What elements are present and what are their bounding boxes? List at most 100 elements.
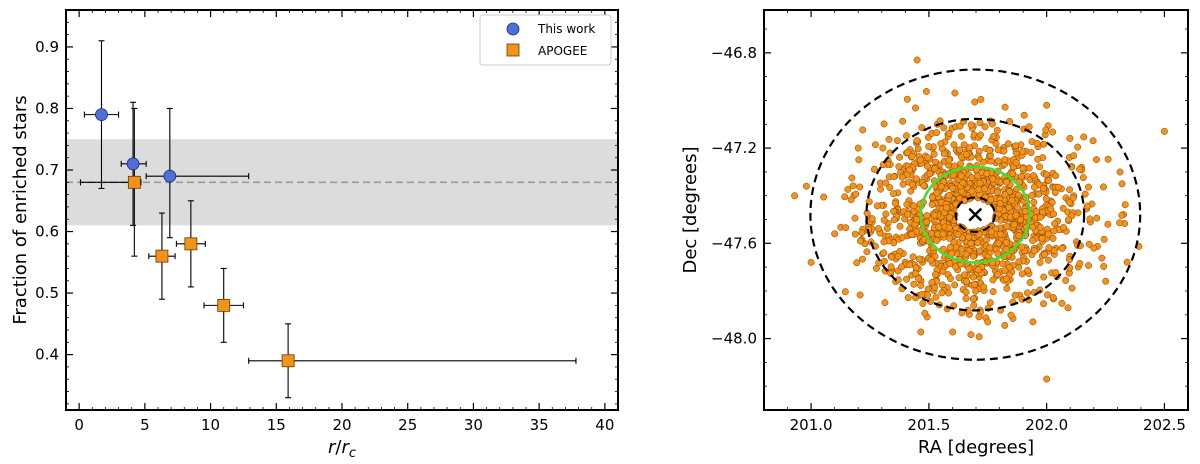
right-plot-frame [763,9,1189,411]
star-point [945,156,953,164]
star-point [967,331,975,339]
star-point [849,182,857,190]
left-y-axis-label: Fraction of enriched stars [10,95,31,324]
star-point [1029,318,1037,326]
star-point [841,193,849,201]
star-point [1047,205,1055,213]
star-point [913,175,920,183]
star-point [1030,198,1038,206]
star-point [909,253,917,261]
star-point [987,196,995,204]
star-point [1044,230,1052,238]
star-point [893,137,901,145]
star-point [848,174,856,182]
star-point [1006,118,1014,125]
star-point [989,288,997,296]
star-point [898,234,906,241]
star-point-outlier [802,182,810,190]
star-point [1032,208,1040,215]
star-point [1028,192,1036,199]
star-point [1080,133,1088,141]
star-point [1040,140,1048,148]
star-point [1058,299,1066,307]
star-point [930,150,938,158]
right-x-tick-label: 201.5 [907,416,950,434]
star-point [1030,183,1038,191]
star-point [923,162,931,170]
legend-label-apogee: APOGEE [538,44,587,58]
star-point [880,120,888,128]
star-point [1042,195,1050,203]
star-point [1070,152,1078,160]
star-point [859,126,867,134]
star-point [885,135,893,143]
legend-marker-apogee [506,43,520,57]
star-point [856,291,864,299]
star-point [951,281,959,289]
star-point [851,214,859,222]
star-point [949,328,957,336]
left-plot-frame [65,9,619,411]
star-point [908,152,916,160]
star-point [914,145,922,153]
star-point [903,201,911,208]
star-point [912,104,919,112]
star-point [1049,294,1057,301]
star-point [999,260,1007,268]
star-point [1100,235,1108,243]
star-point-outlier [831,230,839,238]
star-point [886,149,894,157]
star-point [912,264,920,272]
star-point [926,170,934,178]
star-point [1081,190,1089,198]
star-point [1079,174,1087,182]
star-point [1030,247,1038,255]
star-point [955,274,963,282]
star-point [1123,258,1131,266]
star-point [868,215,876,223]
star-point [1064,216,1072,224]
star-point [1018,243,1026,251]
star-point [1008,196,1016,204]
star-point [1012,159,1020,167]
star-point [1050,247,1058,255]
star-point [972,287,979,295]
star-point [1000,147,1008,155]
star-point-outlier [1090,244,1098,252]
star-point [890,173,898,181]
star-point [969,295,977,303]
star-point [947,275,954,282]
star-point [1086,215,1094,223]
star-point [919,300,927,308]
star-point [967,239,975,247]
star-point [969,273,977,281]
star-point [882,179,890,187]
star-point [915,275,923,283]
star-point [1012,142,1020,150]
left-x-tick-label: 0 [74,416,84,434]
star-point [1002,239,1010,247]
star-point [921,309,929,317]
left-x-tick-label: 10 [201,416,220,434]
star-point [933,129,941,137]
star-point [994,146,1002,154]
star-point [879,144,887,152]
star-point [990,132,997,140]
star-point [1020,111,1028,119]
star-point [976,179,984,187]
star-point [1001,191,1009,199]
star-point [1001,103,1009,111]
right-y-tick-label: −47.6 [711,234,757,252]
star-point [1034,155,1042,163]
star-point [898,173,906,181]
star-point [851,230,859,238]
star-point [945,224,953,232]
point-apogee [184,237,198,251]
star-point [984,318,992,326]
star-point [896,153,904,161]
left-x-tick-label: 25 [398,416,417,434]
star-point-outlier [1043,375,1051,383]
star-point [988,120,996,128]
star-point [983,170,991,178]
